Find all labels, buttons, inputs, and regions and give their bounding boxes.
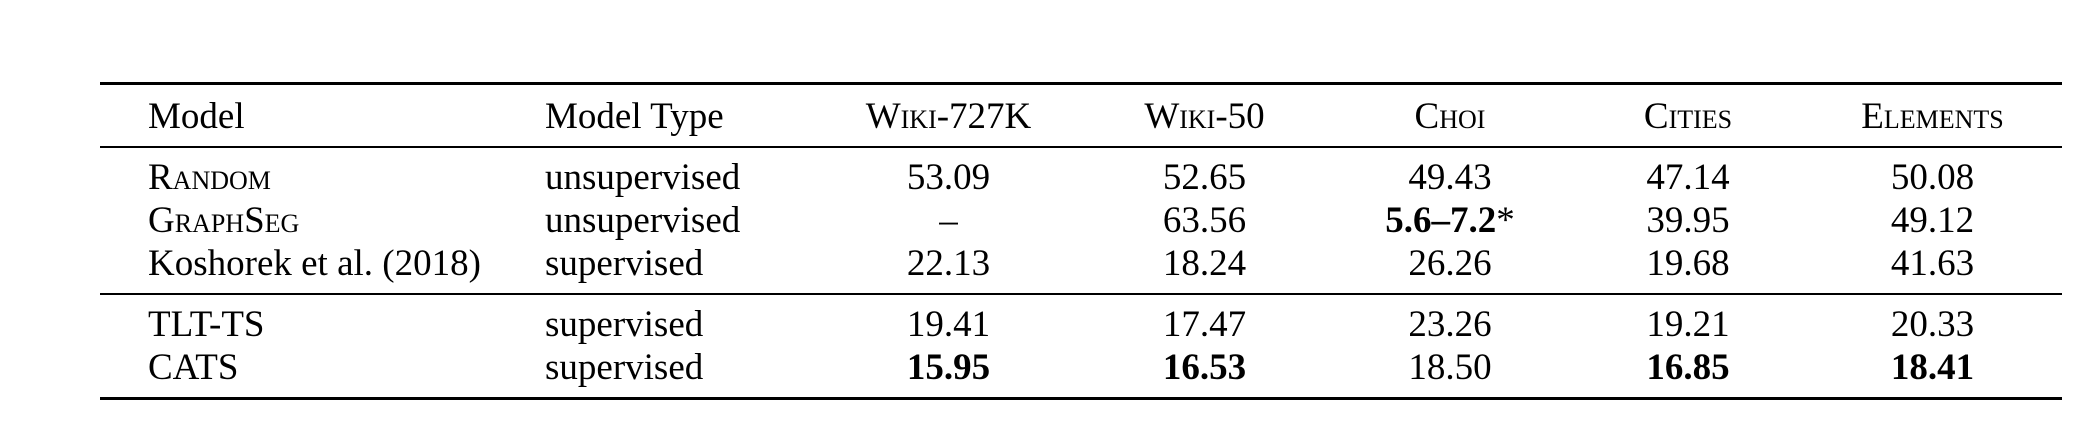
table-row: CATS supervised 15.95 16.53 18.50 16.85 … (100, 346, 2062, 400)
cell-model-type: supervised (545, 346, 815, 400)
cell-choi-value: 18.50 (1408, 347, 1492, 388)
header-row: Model Model Type Wiki-727K Wiki-50 Choi … (100, 82, 2062, 148)
cell-choi-value: 5.6–7.2 (1385, 200, 1497, 241)
cell-cities: 19.21 (1646, 304, 1730, 345)
header-model-type: Model Type (545, 82, 815, 148)
table-row: Koshorek et al. (2018) supervised 22.13 … (100, 242, 2062, 295)
cell-wiki-50: 52.65 (1162, 157, 1247, 198)
header-model: Model (100, 82, 545, 148)
cell-wiki-727k: – (939, 200, 958, 241)
cell-model: Koshorek et al. (2018) (100, 242, 545, 295)
header-wiki-727k: Wiki-727K (815, 82, 1082, 148)
cell-model: GraphSeg (148, 200, 300, 241)
cell-wiki-50: 18.24 (1082, 242, 1327, 295)
cell-model: Random (148, 157, 271, 198)
header-elements: Elements (1803, 82, 2062, 148)
table-row: GraphSeg unsupervised – 63.56 5.6–7.2* 3… (100, 199, 2062, 242)
cell-model-type: supervised (545, 242, 815, 295)
cell-choi-value: 26.26 (1408, 243, 1492, 284)
cell-wiki-50: 16.53 (1082, 346, 1327, 400)
cell-wiki-727k: 19.41 (906, 304, 991, 345)
results-table-container: Model Model Type Wiki-727K Wiki-50 Choi … (100, 82, 2062, 400)
header-wiki-50: Wiki-50 (1082, 82, 1327, 148)
cell-choi: 49.43 (1327, 147, 1573, 199)
header-cities: Cities (1573, 82, 1803, 148)
cell-cities: 47.14 (1646, 157, 1730, 198)
header-choi: Choi (1327, 82, 1573, 148)
cell-wiki-727k: 15.95 (815, 346, 1082, 400)
cell-model-type: unsupervised (545, 157, 741, 198)
proposed-group: TLT-TS supervised 19.41 17.47 23.26 19.2… (100, 294, 2062, 400)
cell-cities: 16.85 (1573, 346, 1803, 400)
cell-elements: 50.08 (1890, 157, 1975, 198)
cell-choi: 23.26 (1327, 294, 1573, 346)
cell-wiki-727k: 22.13 (815, 242, 1082, 295)
table-header: Model Model Type Wiki-727K Wiki-50 Choi … (100, 82, 2062, 148)
cell-choi-asterisk: * (1496, 200, 1515, 241)
cell-choi: 5.6–7.2* (1327, 199, 1573, 242)
cell-wiki-50: 17.47 (1162, 304, 1247, 345)
table-row: Random unsupervised 53.09 52.65 49.43 47… (100, 147, 2062, 199)
cell-wiki-50: 63.56 (1162, 200, 1247, 241)
cell-choi: 18.50 (1327, 346, 1573, 400)
cell-model: CATS (100, 346, 545, 400)
cell-elements: 18.41 (1803, 346, 2062, 400)
cell-elements: 49.12 (1890, 200, 1975, 241)
cell-choi-value: 23.26 (1408, 304, 1492, 345)
cell-model-type: supervised (545, 304, 704, 345)
cell-cities: 39.95 (1646, 200, 1730, 241)
cell-elements: 20.33 (1890, 304, 1975, 345)
results-table: Model Model Type Wiki-727K Wiki-50 Choi … (100, 82, 2062, 400)
cell-choi-value: 49.43 (1408, 157, 1492, 198)
table-row: TLT-TS supervised 19.41 17.47 23.26 19.2… (100, 294, 2062, 346)
cell-model: TLT-TS (148, 304, 265, 345)
cell-model-type: unsupervised (545, 200, 741, 241)
cell-wiki-727k: 53.09 (906, 157, 991, 198)
cell-cities: 19.68 (1573, 242, 1803, 295)
cell-choi: 26.26 (1327, 242, 1573, 295)
cell-elements: 41.63 (1803, 242, 2062, 295)
baseline-group: Random unsupervised 53.09 52.65 49.43 47… (100, 147, 2062, 295)
